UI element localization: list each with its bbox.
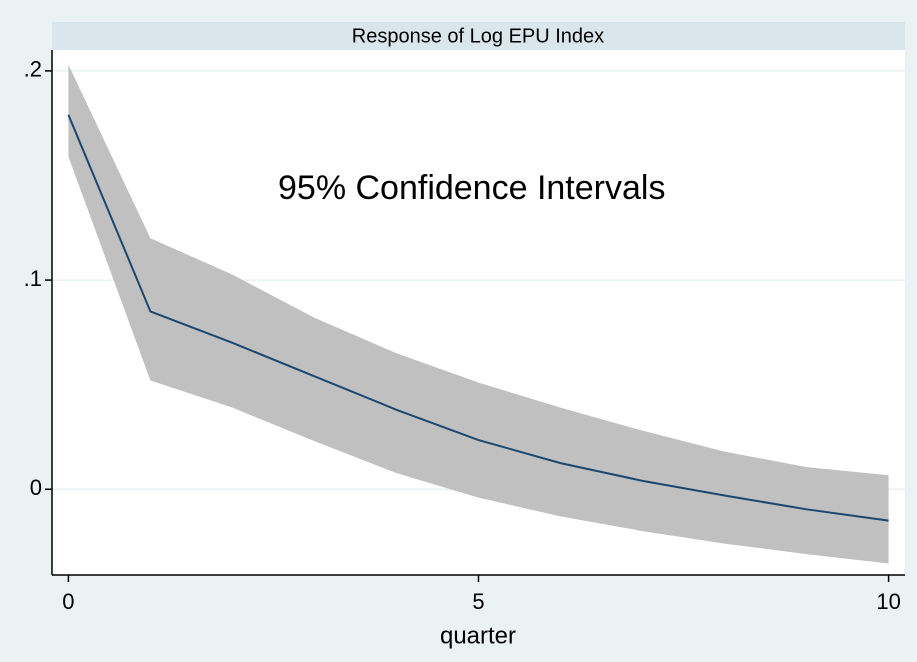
y-tick-label: 0 [30,475,42,500]
y-tick-label: .1 [24,266,42,291]
chart-title: Response of Log EPU Index [352,25,604,47]
x-tick-label: 0 [62,589,74,614]
confidence-band [68,64,889,564]
x-tick-label: 5 [472,589,484,614]
annotation: 95% Confidence Intervals [278,169,665,207]
x-axis-label: quarter [440,622,516,649]
x-tick-label: 10 [876,589,900,614]
response-line [67,114,889,522]
title-strip [52,22,905,50]
y-tick-label: .2 [24,57,42,82]
